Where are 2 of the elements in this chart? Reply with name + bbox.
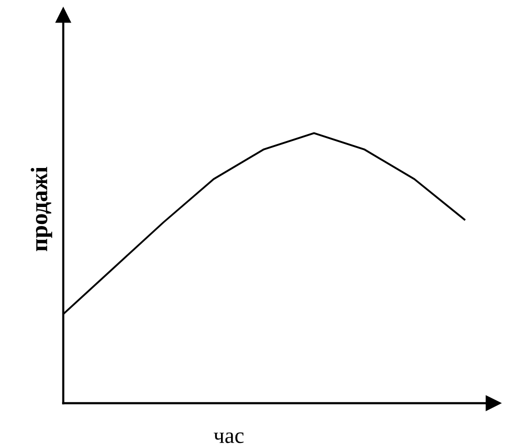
y-axis-title: продажі: [30, 166, 52, 252]
x-axis-title: час: [214, 432, 244, 444]
